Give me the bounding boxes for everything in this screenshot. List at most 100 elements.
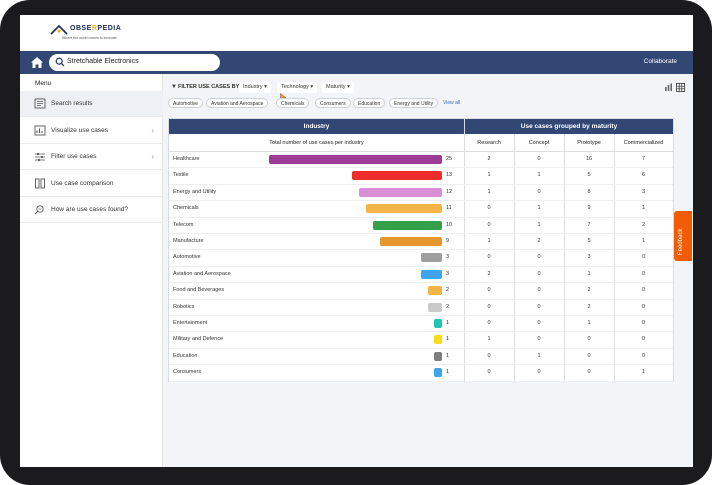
sliders-icon xyxy=(35,152,45,162)
top-bar: OBSERPEDIA Where the world comes to inno… xyxy=(20,15,693,51)
maturity-count: 8 xyxy=(587,188,591,195)
list-icon xyxy=(34,98,46,109)
maturity-count: 1 xyxy=(537,205,541,212)
chevron-right-icon: › xyxy=(151,152,154,161)
search-input[interactable]: Stretchable Electronics xyxy=(49,54,220,71)
maturity-count: 0 xyxy=(537,270,541,277)
maturity-count: 0 xyxy=(537,156,541,162)
industry-chip[interactable]: Automotive xyxy=(168,98,204,108)
magnifier-icon xyxy=(34,205,44,215)
divider xyxy=(464,134,465,383)
table-row[interactable]: Textile 13 1 1 5 6 xyxy=(169,168,673,185)
industry-chip[interactable]: Chemicals xyxy=(276,98,310,108)
maturity-count: 2 xyxy=(537,238,541,244)
maturity-count: 0 xyxy=(641,254,646,261)
divider xyxy=(614,134,615,383)
table-row[interactable]: Automotive 3 0 0 3 0 xyxy=(169,250,673,267)
maturity-count: 1 xyxy=(587,270,591,277)
maturity-count: 0 xyxy=(587,336,591,343)
industry-name: Entertainment xyxy=(173,320,208,326)
industry-bar xyxy=(434,368,442,378)
table-row[interactable]: Chemicals 11 0 1 9 1 xyxy=(169,201,673,218)
chart-view-icon[interactable] xyxy=(664,83,673,92)
table-row[interactable]: Healthcare 25 2 0 16 7 xyxy=(169,152,673,169)
industry-total: 3 xyxy=(446,254,450,261)
chart-icon xyxy=(34,125,46,135)
maturity-count: 1 xyxy=(487,336,491,343)
col-concept: Concept xyxy=(514,134,564,152)
industry-total: 2 xyxy=(446,287,450,294)
search-icon xyxy=(55,57,65,67)
maturity-count: 0 xyxy=(641,270,646,277)
table-row[interactable]: Manufacture 9 1 2 5 1 xyxy=(169,234,673,251)
filter-label: FILTER USE CASES BY xyxy=(178,84,240,90)
table-row[interactable]: Robotics 2 0 0 2 0 xyxy=(169,300,673,316)
maturity-count: 2 xyxy=(641,221,646,228)
table-row[interactable]: Aviation and Aerospace 3 2 0 1 0 xyxy=(169,267,673,284)
industry-total: 13 xyxy=(446,172,453,179)
sidebar-item-label: Visualize use cases xyxy=(51,126,108,134)
industry-bar xyxy=(434,319,442,328)
feedback-label: Feedback xyxy=(678,228,684,255)
industry-name: Telecom xyxy=(173,221,194,228)
maturity-count: 0 xyxy=(487,221,491,228)
table-view-icon[interactable] xyxy=(676,83,685,92)
table-row[interactable]: Consumers 1 0 0 0 1 xyxy=(169,365,673,382)
maturity-count: 0 xyxy=(537,287,541,294)
home-icon[interactable] xyxy=(30,56,44,69)
industry-name: Chemicals xyxy=(173,205,199,212)
sidebar-item[interactable]: How are use cases found? xyxy=(20,197,163,223)
table-row[interactable]: Military and Defence 1 1 0 0 0 xyxy=(169,332,673,349)
industry-chip[interactable]: Consumers xyxy=(315,98,351,108)
industry-dropdown[interactable]: Industry ▾ xyxy=(239,82,271,93)
industry-chip[interactable]: Energy and Utility xyxy=(389,98,439,108)
sidebar-item[interactable]: Use case comparison xyxy=(20,171,163,197)
maturity-count: 2 xyxy=(487,156,491,162)
industry-total: 1 xyxy=(446,369,450,376)
industry-name: Robotics xyxy=(173,303,195,310)
maturity-count: 1 xyxy=(487,172,491,179)
col-research: Research xyxy=(464,134,514,152)
industry-bar xyxy=(379,237,442,246)
maturity-count: 0 xyxy=(537,254,541,261)
industry-total: 25 xyxy=(446,156,453,162)
maturity-count: 0 xyxy=(487,254,491,261)
table-row[interactable]: Food and Beverages 2 0 0 2 0 xyxy=(169,283,673,300)
industry-chip[interactable]: Education xyxy=(353,98,386,108)
maturity-count: 9 xyxy=(587,205,591,212)
maturity-dropdown[interactable]: Maturity ▾ xyxy=(322,82,354,93)
maturity-count: 1 xyxy=(641,369,646,376)
industry-bar xyxy=(428,286,442,296)
logo[interactable]: OBSERPEDIA Where the world comes to inno… xyxy=(50,23,170,47)
maturity-count: 7 xyxy=(587,221,591,228)
table-row[interactable]: Telecom 10 0 1 7 2 xyxy=(169,218,673,234)
sidebar-item-label: Search results xyxy=(51,100,93,107)
sidebar-item[interactable]: Search results xyxy=(20,91,163,117)
industry-bar xyxy=(372,220,442,230)
industry-bar xyxy=(269,155,442,164)
industry-name: Manufacture xyxy=(173,238,204,244)
industry-bar xyxy=(421,269,442,279)
table-row[interactable]: Energy and Utility 12 1 0 8 3 xyxy=(169,185,673,202)
industry-name: Education xyxy=(173,352,198,359)
table-row[interactable]: Education 1 0 1 0 0 xyxy=(169,349,673,366)
technology-dropdown[interactable]: Technology ▾ xyxy=(277,82,318,93)
industry-name: Food and Beverages xyxy=(173,287,225,294)
main-content: ▼ FILTER USE CASES BY Industry ▾ Technol… xyxy=(163,74,693,467)
maturity-count: 0 xyxy=(537,336,541,343)
maturity-count: 2 xyxy=(487,270,491,277)
industry-header: Industry xyxy=(169,119,464,134)
industry-name: Automotive xyxy=(173,254,201,261)
feedback-tab[interactable]: Feedback xyxy=(674,211,692,261)
view-all-link[interactable]: View all xyxy=(443,100,461,106)
industry-chip[interactable]: Aviation and Aerospace xyxy=(206,98,269,108)
collaborate-link[interactable]: Collaborate xyxy=(643,58,677,65)
col-prototype: Prototype xyxy=(564,134,614,152)
sidebar-item[interactable]: Filter use cases › xyxy=(20,144,163,170)
maturity-header: Use cases grouped by maturity xyxy=(464,119,673,134)
table-row[interactable]: Entertainment 1 0 0 1 0 xyxy=(169,316,673,333)
maturity-count: 5 xyxy=(587,238,591,244)
divider xyxy=(514,134,515,383)
sidebar-item[interactable]: Visualize use cases › xyxy=(20,118,163,144)
industry-bar xyxy=(365,204,442,214)
